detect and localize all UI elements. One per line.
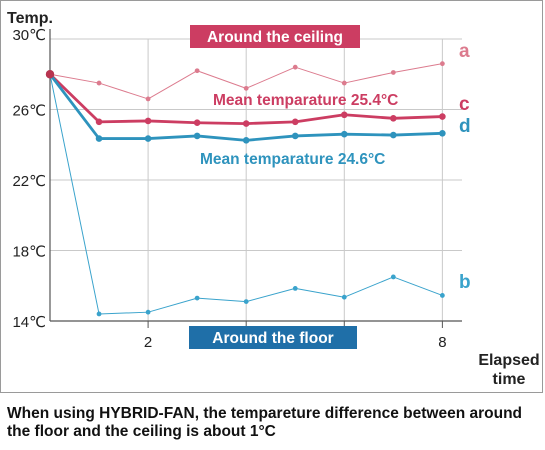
- y-tick-label: 18℃: [12, 244, 46, 261]
- x-tick-label: 2: [144, 334, 152, 351]
- series-d: d: [46, 70, 471, 144]
- data-point-d: [242, 137, 250, 144]
- x-tick-label: 8: [438, 334, 446, 351]
- tick-labels: 30℃26℃22℃18℃14℃2468: [12, 27, 446, 351]
- data-point-a: [341, 80, 347, 86]
- data-point-a: [243, 85, 249, 91]
- data-point-a: [292, 64, 298, 70]
- data-point-b: [390, 274, 396, 280]
- series-label-d: d: [459, 116, 471, 137]
- data-point-b: [194, 295, 200, 301]
- data-point-b: [439, 293, 445, 298]
- y-tick-label: 30℃: [12, 27, 46, 44]
- data-point-c: [144, 117, 152, 125]
- data-point-c: [390, 115, 397, 122]
- data-point-a: [439, 61, 445, 67]
- axes: [49, 29, 462, 328]
- data-point-a: [390, 70, 396, 75]
- region-labels: Around the ceiling Around the floor: [189, 25, 360, 349]
- data-point-d: [95, 135, 103, 142]
- data-point-c: [340, 111, 348, 119]
- y-tick-label: 22℃: [12, 173, 46, 190]
- chart-caption: When using HYBRID-FAN, the tempareture d…: [7, 405, 523, 440]
- data-point-c: [291, 118, 299, 126]
- series-c: c: [46, 70, 470, 127]
- series-label-c: c: [459, 94, 470, 115]
- grid-lines: [50, 38, 462, 321]
- mean-annotations: Mean temparature 25.4°C Mean temparature …: [200, 92, 398, 168]
- mean-ceiling-annotation: Mean temparature 25.4°C: [213, 92, 398, 109]
- data-point-d: [439, 129, 446, 137]
- data-point-d: [340, 130, 348, 138]
- start-point: [45, 70, 55, 79]
- x-axis-title-line: Elapsed: [478, 352, 539, 369]
- data-point-c: [242, 120, 250, 127]
- data-point-a: [96, 80, 102, 86]
- data-point-c: [439, 113, 446, 120]
- y-tick-label: 14℃: [12, 314, 46, 331]
- y-tick-label: 26℃: [12, 103, 46, 120]
- data-point-b: [145, 309, 151, 315]
- mean-floor-annotation: Mean temparature 24.6°C: [200, 151, 385, 168]
- y-axis-title: Temp.: [7, 10, 53, 27]
- data-point-d: [390, 131, 397, 139]
- series-label-b: b: [459, 272, 471, 293]
- data-point-b: [341, 294, 347, 300]
- region-label-box-top: [190, 25, 360, 48]
- data-point-d: [144, 135, 152, 142]
- data-point-a: [145, 96, 151, 102]
- region-label-bottom: Around the floor: [212, 330, 333, 347]
- data-point-a: [194, 68, 200, 74]
- x-axis-title: Elapsed time: [478, 352, 539, 388]
- series-lines: a cd b: [45, 41, 471, 317]
- data-point-c: [193, 119, 201, 127]
- data-point-d: [291, 132, 299, 140]
- data-point-b: [96, 311, 102, 317]
- data-point-d: [193, 132, 201, 140]
- data-point-c: [95, 118, 103, 126]
- region-label-box-bottom: [189, 326, 357, 349]
- data-point-b: [292, 285, 298, 291]
- data-point-b: [243, 299, 249, 305]
- region-label-top: Around the ceiling: [207, 29, 343, 46]
- x-axis-title-line: time: [493, 371, 526, 388]
- series-label-a: a: [459, 41, 470, 62]
